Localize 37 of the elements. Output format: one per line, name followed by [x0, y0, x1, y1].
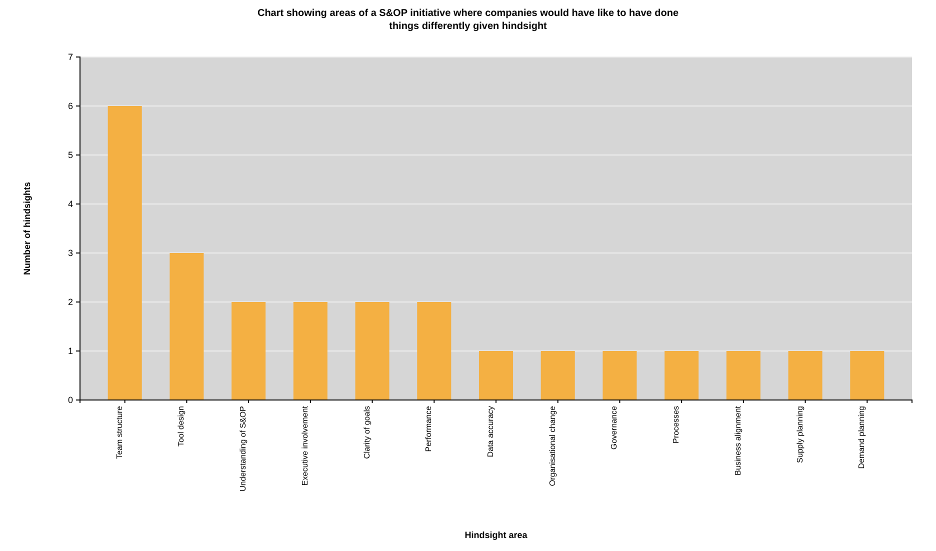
y-tick-label: 6	[68, 100, 73, 111]
bar	[478, 351, 514, 400]
y-tick-label: 5	[68, 150, 73, 160]
x-tick-label: Executive involvement	[300, 405, 310, 486]
bar	[540, 351, 575, 400]
bar	[602, 351, 637, 400]
y-tick-label: 3	[68, 248, 73, 258]
x-tick-label: Governance	[610, 405, 619, 450]
x-tick-label: Processes	[672, 406, 681, 444]
y-tick-label: 0	[68, 394, 73, 405]
x-tick-label: Demand planning	[857, 406, 866, 469]
y-tick-label: 7	[68, 52, 73, 62]
x-tick-label: Team structure	[114, 405, 124, 459]
y-tick-label: 1	[68, 346, 73, 356]
bar	[850, 351, 884, 400]
x-tick-label: Data accuracy	[486, 406, 495, 458]
x-tick-label: Understanding of S&OP	[238, 406, 248, 492]
bar	[726, 351, 760, 400]
y-axis-title: Number of hindsights	[22, 182, 32, 275]
bar	[170, 253, 204, 400]
x-axis-title: Hindsight area	[464, 530, 528, 540]
x-tick-label: Performance	[424, 405, 434, 452]
bar	[232, 302, 266, 400]
bar	[108, 106, 142, 400]
chart-title: Chart showing areas of a S&OP initiative where companies would have like to have done things differently given hindsight	[257, 8, 679, 32]
x-tick-label: Clarity of goals	[362, 406, 372, 459]
x-tick-label: Organisational change	[548, 405, 557, 486]
x-tick-label: Tool design	[176, 406, 186, 446]
bar	[293, 302, 328, 400]
y-tick-label: 2	[68, 296, 73, 307]
x-tick-label: Supply planning	[795, 406, 804, 463]
bar	[355, 302, 390, 400]
bar	[788, 351, 822, 400]
bar	[417, 302, 452, 400]
bar	[664, 351, 699, 400]
x-tick-label: Business alignment	[733, 405, 742, 476]
y-tick-label: 4	[68, 198, 73, 209]
